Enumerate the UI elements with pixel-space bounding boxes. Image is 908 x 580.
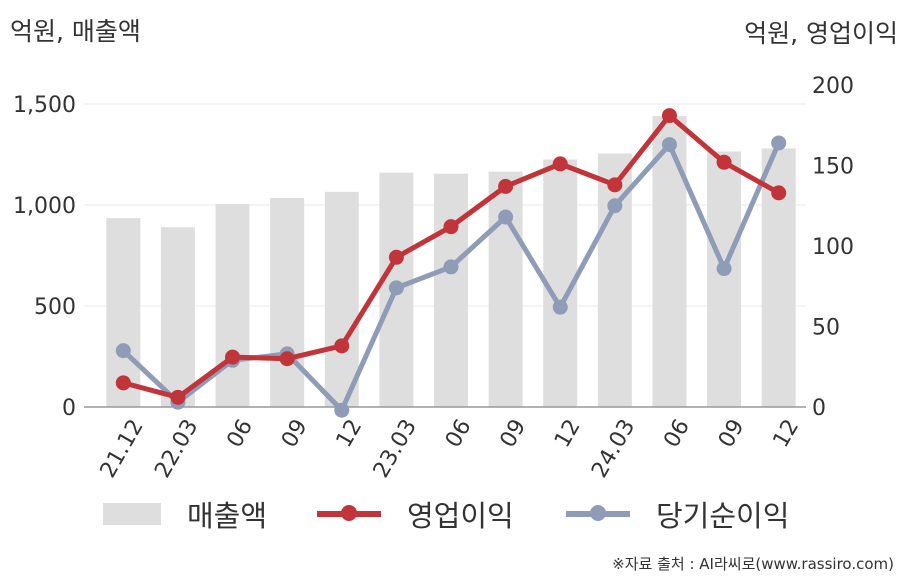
point-net-income — [661, 137, 677, 153]
point-op-profit — [334, 338, 350, 354]
x-tick-label: 09 — [714, 415, 750, 452]
bar-sales — [215, 203, 250, 407]
x-tick-label: 12 — [332, 415, 368, 452]
point-net-income — [716, 261, 732, 277]
combo-chart: 0 500 1,000 1,500 0 50 100 150 200 21.12 22.03 06 09… — [13, 74, 854, 482]
point-op-profit — [607, 177, 623, 193]
point-op-profit — [661, 108, 677, 124]
point-op-profit — [279, 351, 295, 367]
right-tick-label: 150 — [812, 155, 854, 180]
x-tick-label: 24.03 — [587, 415, 640, 482]
x-tick-label: 21.12 — [96, 415, 149, 482]
point-op-profit — [225, 349, 241, 365]
bar-sales — [324, 191, 359, 407]
legend-swatch-sales — [103, 503, 161, 525]
left-tick-label: 1,500 — [13, 93, 76, 118]
x-tick-label: 23.03 — [369, 415, 422, 482]
x-tick-label: 06 — [659, 415, 695, 452]
point-op-profit — [771, 185, 787, 201]
point-net-income — [771, 135, 787, 151]
point-op-profit — [170, 389, 186, 405]
point-net-income — [115, 343, 131, 359]
legend-swatch-net-income — [566, 503, 630, 525]
point-net-income — [498, 209, 514, 225]
x-tick-label: 09 — [495, 415, 531, 452]
right-tick-label: 100 — [812, 235, 854, 260]
legend-item-net-income: 당기순이익 — [566, 492, 789, 536]
bar-sales — [434, 173, 468, 407]
right-tick-label: 200 — [812, 74, 854, 99]
legend-label-net-income: 당기순이익 — [656, 499, 790, 533]
legend-item-op-profit: 영업이익 — [317, 492, 514, 536]
legend-swatch-op-profit — [317, 503, 381, 525]
point-op-profit — [716, 154, 732, 170]
bar-sales — [488, 171, 523, 407]
point-op-profit — [115, 375, 131, 391]
source-note: ※자료 출처 : AI라씨로(www.rassiro.com) — [612, 555, 894, 573]
x-tick-label: 22.03 — [150, 415, 203, 482]
legend-label-op-profit: 영업이익 — [407, 499, 514, 533]
x-tick-label: 06 — [222, 415, 258, 452]
point-net-income — [334, 402, 350, 418]
bar-sales — [270, 197, 305, 407]
point-net-income — [607, 198, 623, 214]
legend-label-sales: 매출액 — [187, 499, 268, 533]
left-tick-label: 1,000 — [13, 194, 76, 219]
legend: 매출액 영업이익 당기순이익 — [0, 492, 908, 536]
x-tick-label: 12 — [769, 415, 805, 452]
point-op-profit — [388, 249, 404, 265]
right-tick-label: 50 — [812, 316, 840, 341]
bar-sales — [707, 151, 742, 407]
left-tick-label: 500 — [34, 295, 76, 320]
x-tick-label: 12 — [550, 415, 586, 452]
x-tick-label: 09 — [277, 415, 313, 452]
point-op-profit — [552, 156, 568, 172]
point-net-income — [443, 259, 459, 275]
right-tick-label: 0 — [812, 396, 826, 421]
legend-item-sales: 매출액 — [103, 492, 267, 536]
point-net-income — [552, 299, 568, 315]
left-axis-unit: 억원, 매출액 — [10, 17, 141, 46]
point-net-income — [388, 280, 404, 296]
point-op-profit — [443, 219, 459, 235]
left-tick-label: 0 — [62, 396, 76, 421]
right-axis-unit: 억원, 영업이익 — [744, 19, 898, 48]
x-tick-label: 06 — [441, 415, 477, 452]
point-op-profit — [498, 178, 514, 194]
bar-sales — [160, 227, 195, 407]
